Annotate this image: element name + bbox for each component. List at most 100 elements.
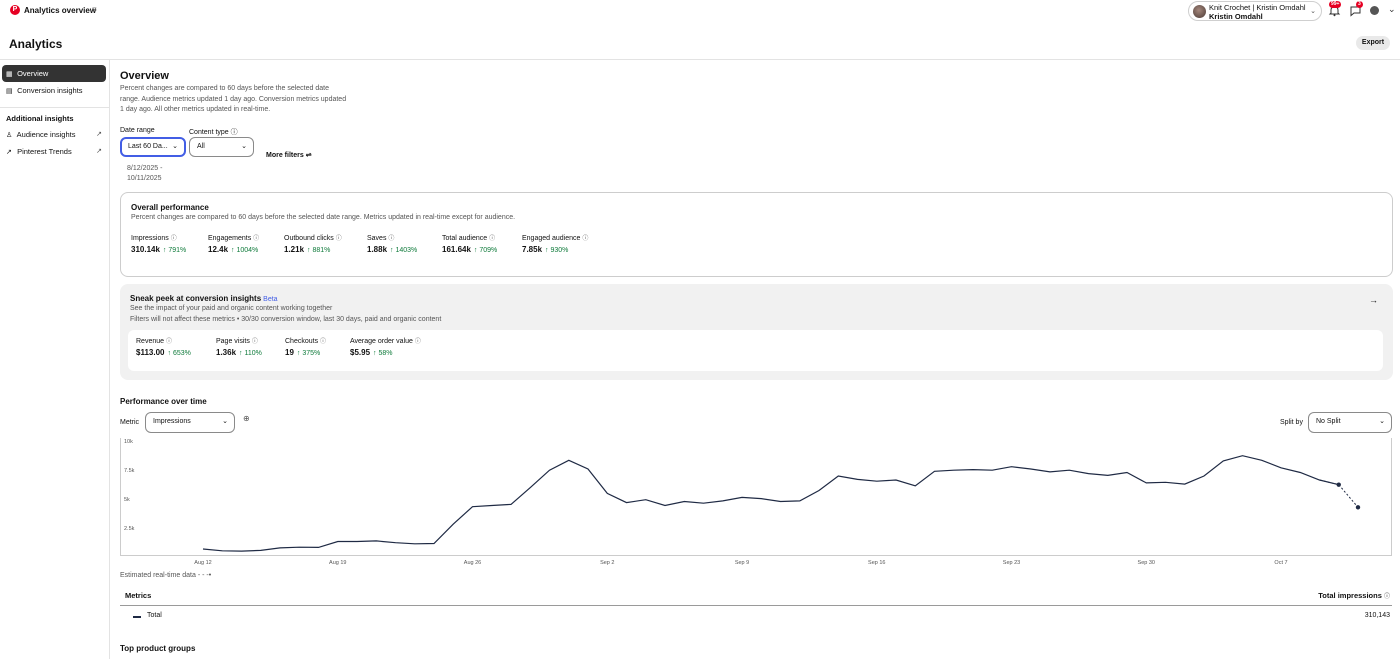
top-product-groups-title: Top product groups	[120, 644, 196, 653]
metrics-table-header: Metrics Total impressions ⓘ	[120, 590, 1392, 606]
series-line-total	[202, 455, 1339, 552]
estimated-data-legend: Estimated real-time data - - -•	[120, 572, 212, 579]
info-icon: ⓘ	[1383, 594, 1390, 600]
grid-icon: ▦	[6, 71, 13, 78]
external-link-icon: ↗	[96, 148, 102, 155]
header-divider	[0, 59, 1400, 60]
split-by-label: Split by	[1280, 419, 1303, 426]
content-type-value: All	[197, 143, 205, 150]
row-label: Total	[147, 612, 162, 619]
x-tick-label: Sep 23	[1003, 560, 1020, 566]
top-bar: P Analytics overview ≡ Knit Crochet | Kr…	[0, 0, 1400, 22]
add-metric-icon[interactable]: ⊕	[243, 414, 250, 423]
estimated-point[interactable]	[1336, 482, 1341, 487]
pinterest-logo-icon[interactable]: P	[10, 5, 20, 15]
column-header-total-impressions: Total impressions ⓘ	[1318, 591, 1390, 600]
row-value: 310,143	[1364, 612, 1390, 619]
chevron-down-icon: ⌄	[222, 418, 228, 425]
date-range-text: 8/12/2025 - 10/11/2025	[127, 165, 163, 182]
card-title: Overall performance	[131, 203, 209, 212]
metric-outbound-clicks[interactable]: Outbound clicks ⓘ 1.21k ↑ 881%	[284, 235, 342, 254]
y-tick-label: 2.5k	[124, 526, 135, 532]
metric-select[interactable]: Impressions ⌄	[145, 412, 235, 433]
card-title: Sneak peek at conversion insights Beta	[130, 294, 278, 303]
info-icon[interactable]: ⓘ	[230, 129, 238, 136]
menu-icon[interactable]: ≡	[92, 5, 97, 14]
date-range-value: Last 60 Da...	[128, 143, 168, 150]
sidebar-item-label: Overview	[17, 69, 49, 78]
x-tick-label: Aug 26	[464, 560, 481, 566]
x-tick-label: Sep 2	[600, 560, 614, 566]
x-tick-label: Aug 19	[329, 560, 346, 566]
person-icon: ♙	[6, 132, 13, 139]
content-type-select[interactable]: All ⌄	[189, 137, 254, 157]
metric-revenue[interactable]: Revenue ⓘ $113.00 ↑ 653%	[136, 338, 191, 357]
user-avatar[interactable]	[1370, 6, 1379, 15]
split-by-select[interactable]: No Split ⌄	[1308, 412, 1392, 433]
messages-icon[interactable]: 3	[1349, 1, 1363, 17]
dashed-line-icon: - - -•	[197, 572, 212, 579]
conversion-metrics: Revenue ⓘ $113.00 ↑ 653% Page visits ⓘ 1.…	[128, 330, 1383, 371]
info-icon: ⓘ	[165, 339, 172, 345]
sidebar-item-overview[interactable]: ▦ Overview	[2, 65, 106, 82]
conversion-insights-card[interactable]: Sneak peek at conversion insights Beta Se…	[120, 284, 1393, 380]
column-header-metrics: Metrics	[125, 591, 152, 600]
account-user: Kristin Omdahl	[1209, 12, 1263, 21]
metric-average-order-value[interactable]: Average order value ⓘ $5.95 ↑ 58%	[350, 338, 421, 357]
notification-badge: 99+	[1329, 1, 1342, 8]
info-icon: ⓘ	[170, 236, 177, 242]
export-button[interactable]: Export	[1356, 36, 1390, 50]
metric-checkouts[interactable]: Checkouts ⓘ 19 ↑ 375%	[285, 338, 327, 357]
arrow-right-icon[interactable]: →	[1369, 295, 1378, 305]
info-icon: ⓘ	[320, 339, 327, 345]
metric-page-visits[interactable]: Page visits ⓘ 1.36k ↑ 110%	[216, 338, 262, 357]
x-tick-label: Sep 9	[735, 560, 749, 566]
card-subtitle: Percent changes are compared to 60 days …	[131, 214, 516, 221]
chevron-down-icon: ⌄	[241, 143, 247, 150]
date-range-select[interactable]: Last 60 Da... ⌄	[120, 137, 186, 157]
chevron-down-icon: ⌄	[1310, 8, 1316, 15]
sidebar-item-label: Audience insights	[16, 130, 76, 139]
account-switcher[interactable]: Knit Crochet | Kristin Omdahl Kristin Om…	[1188, 1, 1322, 21]
y-tick-label: 10k	[124, 439, 133, 445]
metric-impressions[interactable]: Impressions ⓘ 310.14k ↑ 791%	[131, 235, 187, 254]
metric-total-audience[interactable]: Total audience ⓘ 161.64k ↑ 709%	[442, 235, 498, 254]
metric-engagements[interactable]: Engagements ⓘ 12.4k ↑ 1004%	[208, 235, 260, 254]
series-color-swatch	[133, 616, 141, 618]
chevron-down-icon: ⌄	[1379, 418, 1385, 425]
sidebar-item-pinterest-trends[interactable]: ↗ Pinterest Trends ↗	[2, 143, 106, 160]
filter-icon: ⇌	[305, 152, 312, 159]
page-title: Analytics	[9, 37, 63, 51]
card-note: Filters will not affect these metrics • …	[130, 316, 442, 323]
sidebar-item-conversion-insights[interactable]: ▤ Conversion insights	[2, 82, 106, 99]
notifications-bell-icon[interactable]: 99+	[1328, 1, 1342, 17]
trend-icon: ↗	[6, 149, 12, 156]
sidebar: ▦ Overview ▤ Conversion insights Additio…	[0, 60, 110, 659]
app-title: Analytics overview	[24, 6, 97, 15]
overview-description: Percent changes are compared to 60 days …	[120, 85, 347, 113]
info-icon: ⓘ	[251, 339, 258, 345]
date-range-label: Date range	[120, 127, 155, 134]
chart-icon: ▤	[6, 88, 13, 95]
estimated-point[interactable]	[1355, 505, 1361, 510]
chevron-down-icon[interactable]: ⌄	[1388, 4, 1396, 14]
x-tick-label: Sep 30	[1138, 560, 1155, 566]
sidebar-item-label: Conversion insights	[17, 86, 83, 95]
table-row[interactable]: Total 310,143	[120, 610, 1392, 624]
sidebar-section-title: Additional insights	[6, 114, 74, 123]
more-filters-button[interactable]: More filters ⇌	[266, 152, 312, 159]
content-type-label: Content type ⓘ	[189, 129, 238, 136]
info-icon: ⓘ	[335, 236, 342, 242]
message-badge: 3	[1356, 1, 1363, 8]
x-tick-label: Sep 16	[868, 560, 885, 566]
info-icon: ⓘ	[414, 339, 421, 345]
metric-value: Impressions	[153, 418, 191, 425]
chevron-down-icon: ⌄	[172, 143, 178, 150]
y-tick-label: 7.5k	[124, 468, 135, 474]
sidebar-item-audience-insights[interactable]: ♙ Audience insights ↗	[2, 126, 106, 143]
performance-title: Performance over time	[120, 397, 207, 406]
performance-chart[interactable]: 10k 7.5k 5k 2.5k Aug 12 Aug 19 Aug 26 Sep 2 Sep …	[120, 438, 1392, 566]
metric-engaged-audience[interactable]: Engaged audience ⓘ 7.85k ↑ 930%	[522, 235, 589, 254]
metric-saves[interactable]: Saves ⓘ 1.88k ↑ 1403%	[367, 235, 418, 254]
sidebar-divider	[0, 107, 109, 108]
